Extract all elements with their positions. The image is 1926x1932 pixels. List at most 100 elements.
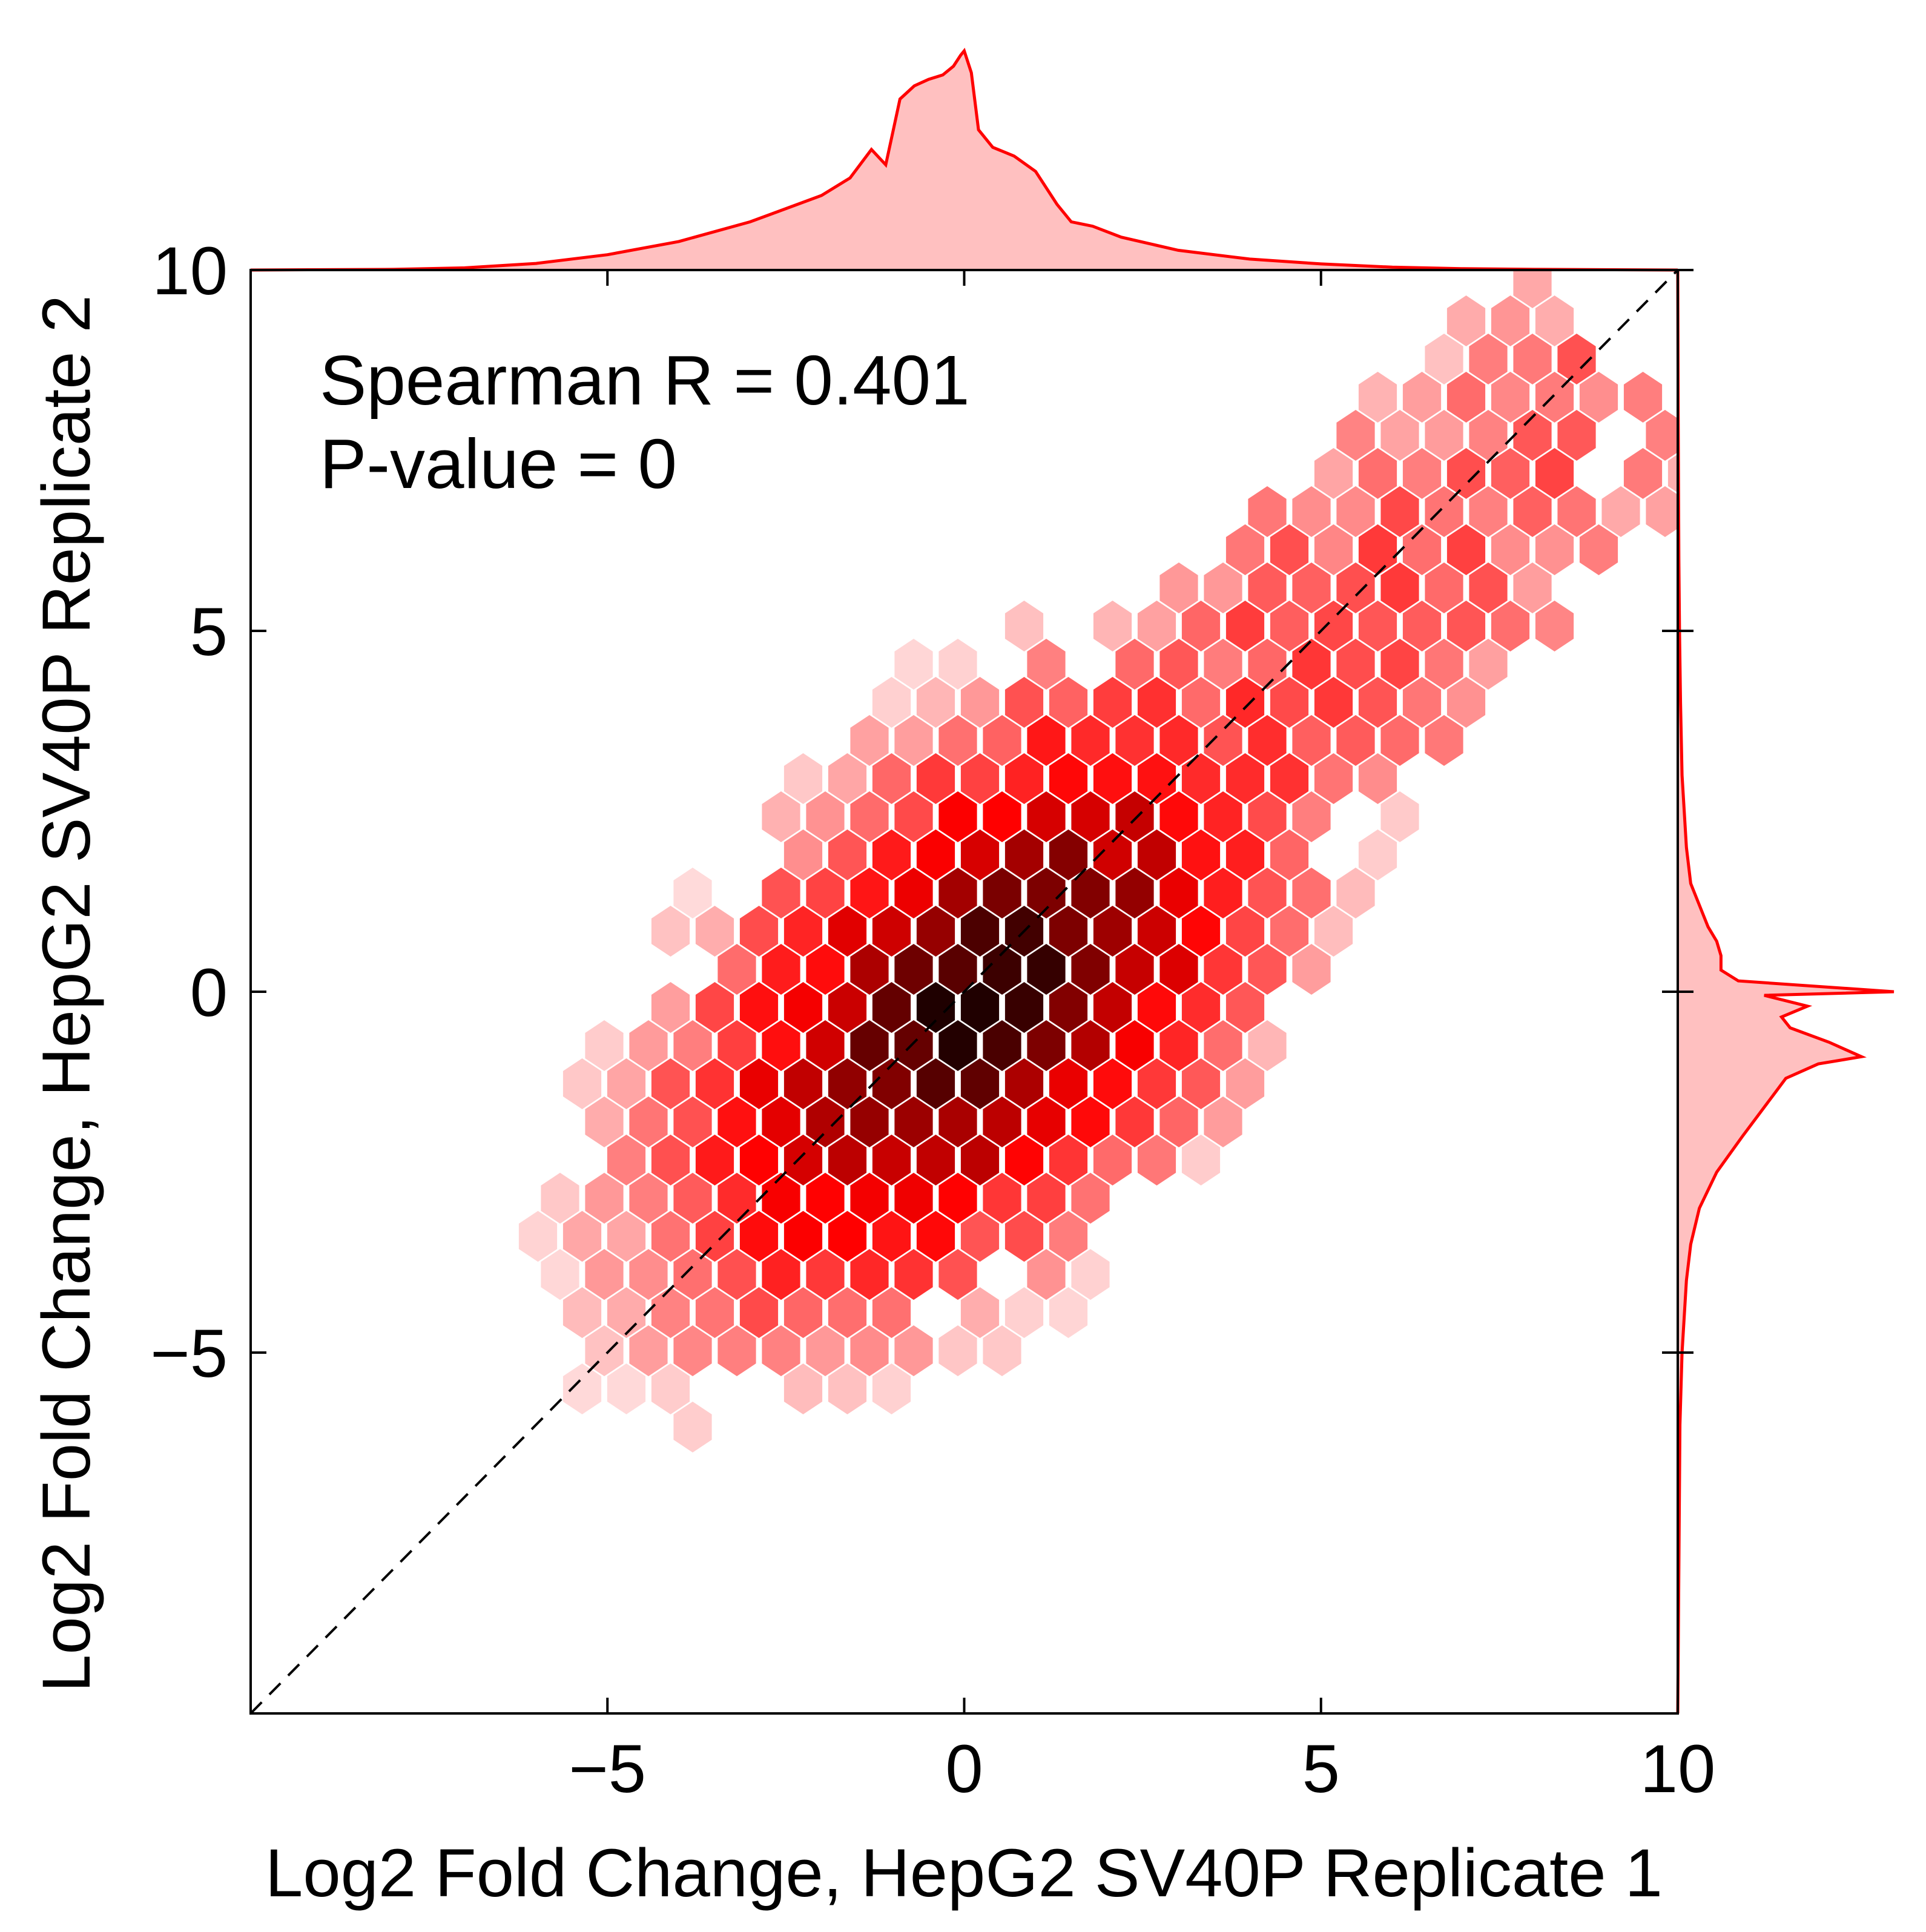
- hexbin-cell: [1270, 753, 1309, 804]
- hexbin-cell: [1314, 906, 1353, 957]
- marginal-right-line: [1676, 269, 1895, 1714]
- hexbin-cell: [651, 1287, 690, 1338]
- hexbin-cell: [1270, 906, 1309, 957]
- hexbin-cell: [585, 1096, 624, 1147]
- hexbin-cell: [1071, 1173, 1110, 1224]
- hexbin-cell: [1159, 715, 1198, 766]
- hexbin-cell: [1469, 334, 1508, 384]
- hexbin-cell: [1049, 677, 1088, 728]
- hexbin-cell: [1049, 1135, 1088, 1185]
- hexbin-cell: [762, 944, 800, 995]
- hexbin-cell: [1402, 448, 1442, 499]
- hexbin-cell: [1093, 677, 1132, 728]
- hexbin-cell: [872, 1135, 911, 1185]
- hexbin-cell: [1358, 753, 1397, 804]
- hexbin-cell: [717, 1249, 756, 1300]
- hexbin-cell: [1270, 829, 1309, 880]
- hexbin-cell: [673, 1325, 712, 1376]
- hexbin-cell: [916, 753, 955, 804]
- hexbin-cell: [1446, 372, 1486, 423]
- hexbin-cell: [783, 982, 823, 1033]
- hexbin-cell: [695, 1135, 734, 1185]
- hexbin-cell: [1292, 562, 1331, 613]
- hexbin-cell: [938, 1325, 977, 1376]
- hexbin-cell: [762, 1325, 800, 1376]
- hexbin-cell: [695, 1058, 734, 1109]
- hexbin-cell: [1225, 1058, 1265, 1109]
- hexbin-cell: [1336, 639, 1375, 690]
- hexbin-cell: [1204, 639, 1242, 690]
- hexbin-cell: [1004, 1211, 1044, 1262]
- hexbin-cell: [872, 677, 911, 728]
- hexbin-cell: [1181, 829, 1221, 880]
- hexbin-cell: [1027, 1249, 1066, 1300]
- hexbin-cell: [607, 1211, 646, 1262]
- hexbin-cell: [762, 1249, 800, 1300]
- hexbin-cell: [1425, 639, 1463, 690]
- hexbin-cell: [783, 753, 823, 804]
- hexbin-cell: [1513, 334, 1552, 384]
- hexbin-cell: [1314, 753, 1353, 804]
- hexbin-cell: [1248, 791, 1287, 842]
- hexbin-cell: [1225, 753, 1265, 804]
- hexbin-cell: [1137, 906, 1176, 957]
- hexbin-cell: [1292, 715, 1331, 766]
- hexbin-cell: [872, 982, 911, 1033]
- hexbin-cell: [1137, 829, 1176, 880]
- marginal-top-fill: [251, 51, 1678, 270]
- hexbin-cell: [872, 1287, 911, 1338]
- hexbin-cell: [806, 1096, 845, 1147]
- hexbin-cell: [983, 1173, 1021, 1224]
- hexbin-cell: [938, 791, 977, 842]
- hexbin-cell: [1491, 448, 1530, 499]
- hexbin-cell: [850, 868, 889, 918]
- hexbin-cell: [1137, 601, 1176, 651]
- hexbin-cell: [1380, 639, 1419, 690]
- hexbin-cell: [916, 1135, 955, 1185]
- hexbin-cell: [1314, 524, 1353, 575]
- hexbin-cell: [983, 791, 1021, 842]
- hexbin-cell: [806, 791, 845, 842]
- hexbin-cell: [695, 1287, 734, 1338]
- hexbin-cell: [828, 829, 867, 880]
- hexbin-cell: [607, 1135, 646, 1185]
- hexbin-cell: [739, 1135, 779, 1185]
- hexbin-cell: [1336, 562, 1375, 613]
- hexbin-cell: [1623, 448, 1663, 499]
- hexbin-cell: [938, 1249, 977, 1300]
- y-tick-label: 10: [152, 233, 228, 309]
- hexbin-cell: [1225, 829, 1265, 880]
- hexbin-cell: [806, 944, 845, 995]
- hexbin-cell: [1004, 1135, 1044, 1185]
- hexbin-cell: [960, 1211, 1000, 1262]
- hexbin-cell: [1469, 639, 1508, 690]
- hexbin-cell: [762, 1173, 800, 1224]
- hexbin-cell: [1159, 791, 1198, 842]
- hexbin-cell: [828, 1363, 867, 1414]
- hexbin-cell: [1646, 486, 1678, 537]
- marginal-top-density: [250, 47, 1678, 272]
- hexbin-cell: [673, 1020, 712, 1071]
- hexbin-cell: [1115, 791, 1154, 842]
- hexbin-cell: [1469, 562, 1508, 613]
- hexbin-cell: [894, 1020, 933, 1071]
- hexbin-cell: [1159, 639, 1198, 690]
- hexbin-cell: [872, 1211, 911, 1262]
- hexbin-cell: [1535, 524, 1574, 575]
- hexbin-cell: [651, 906, 690, 957]
- hexbin-cell: [1292, 868, 1331, 918]
- hexbin-cell: [739, 982, 779, 1033]
- hexbin-cell: [916, 1058, 955, 1109]
- hexbin-cell: [673, 1096, 712, 1147]
- hexbin-cell: [1248, 868, 1287, 918]
- hexbin-cell: [1115, 868, 1154, 918]
- hexbin-cell: [1248, 639, 1287, 690]
- hexbin-cell: [1071, 1096, 1110, 1147]
- hexbin-cell: [983, 1020, 1021, 1071]
- hexbin-cell: [739, 1211, 779, 1262]
- hexbin-cell: [894, 1173, 933, 1224]
- x-tick-label: 0: [945, 1731, 983, 1807]
- hexbin-cell: [1380, 486, 1419, 537]
- hexbin-cell: [1225, 677, 1265, 728]
- hexbin-cell: [607, 1058, 646, 1109]
